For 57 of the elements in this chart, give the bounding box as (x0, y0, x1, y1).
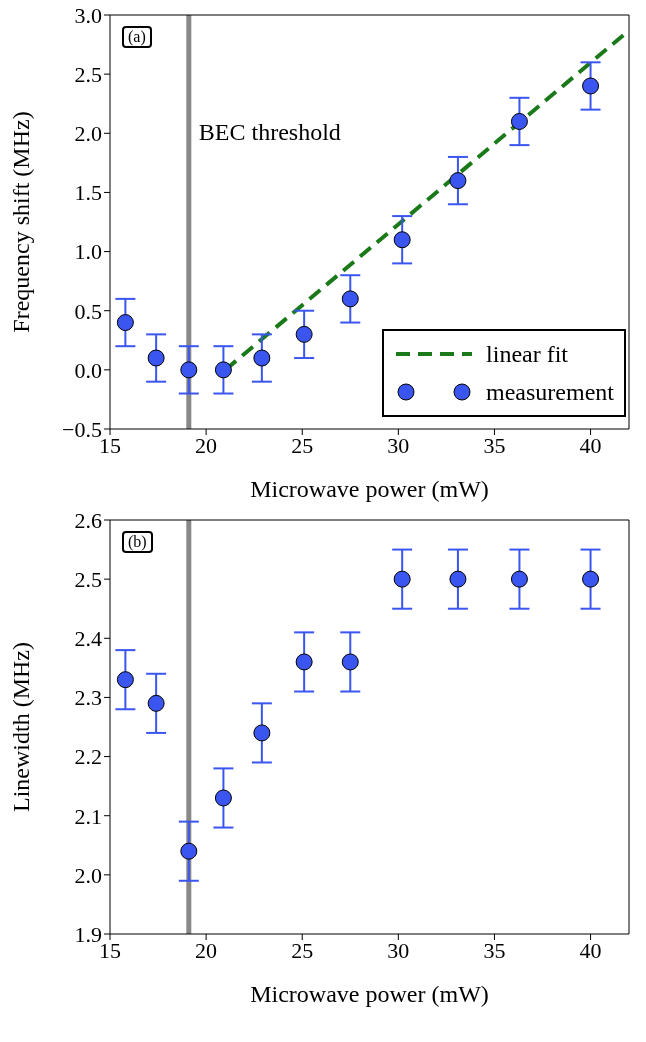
x-tick-label: 30 (387, 432, 410, 458)
point (341, 653, 359, 671)
point (253, 724, 271, 742)
x-axis-title: Microwave power (mW) (250, 476, 489, 502)
point (393, 231, 411, 249)
point (116, 671, 134, 689)
y-axis-title: Linewidth (MHz) (7, 642, 34, 812)
x-tick-label: 35 (483, 432, 506, 458)
y-tick-label: 1.9 (74, 921, 102, 947)
y-tick-label: 2.0 (74, 121, 102, 147)
legend-label: measurement (486, 378, 614, 406)
point (180, 842, 198, 860)
point (582, 570, 600, 588)
point (116, 314, 134, 332)
y-tick-label: 2.0 (74, 862, 102, 888)
ref-line-label: BEC threshold (198, 119, 341, 145)
point (449, 172, 467, 190)
point (582, 77, 600, 95)
x-tick-label: 25 (291, 432, 314, 458)
point (295, 653, 313, 671)
y-tick-label: 2.5 (74, 566, 102, 592)
y-tick-label: 2.2 (74, 744, 102, 770)
x-tick-label: 40 (579, 432, 602, 458)
point (295, 325, 313, 343)
point (449, 570, 467, 588)
point (180, 361, 198, 379)
y-tick-label: 0.0 (74, 357, 102, 383)
y-tick-label: 3.0 (74, 2, 102, 28)
x-tick-label: 30 (387, 937, 410, 963)
y-axis-title: Frequency shift (MHz) (7, 111, 34, 333)
point (214, 789, 232, 807)
x-axis-title: Microwave power (mW) (250, 981, 489, 1007)
y-tick-label: 1.5 (74, 180, 102, 206)
point (393, 570, 411, 588)
point (510, 112, 528, 130)
point (214, 361, 232, 379)
y-tick-label: 0.5 (74, 298, 102, 324)
y-tick-label: 2.3 (74, 685, 102, 711)
legend-label: linear fit (486, 340, 569, 368)
point (147, 349, 165, 367)
y-tick-label: −0.5 (62, 416, 102, 442)
x-tick-label: 25 (291, 937, 314, 963)
y-tick-label: 2.1 (74, 803, 102, 829)
point (341, 290, 359, 308)
annotation: (b) (122, 531, 153, 553)
point (510, 570, 528, 588)
x-tick-label: 20 (195, 937, 218, 963)
point (147, 694, 165, 712)
x-tick-label: 35 (483, 937, 506, 963)
y-tick-label: 1.0 (74, 239, 102, 265)
y-tick-label: 2.6 (74, 507, 102, 533)
y-tick-label: 2.5 (74, 61, 102, 87)
x-tick-label: 40 (579, 937, 602, 963)
point (253, 349, 271, 367)
annotation: (a) (122, 26, 152, 48)
y-tick-label: 2.4 (74, 626, 102, 652)
x-tick-label: 20 (195, 432, 218, 458)
